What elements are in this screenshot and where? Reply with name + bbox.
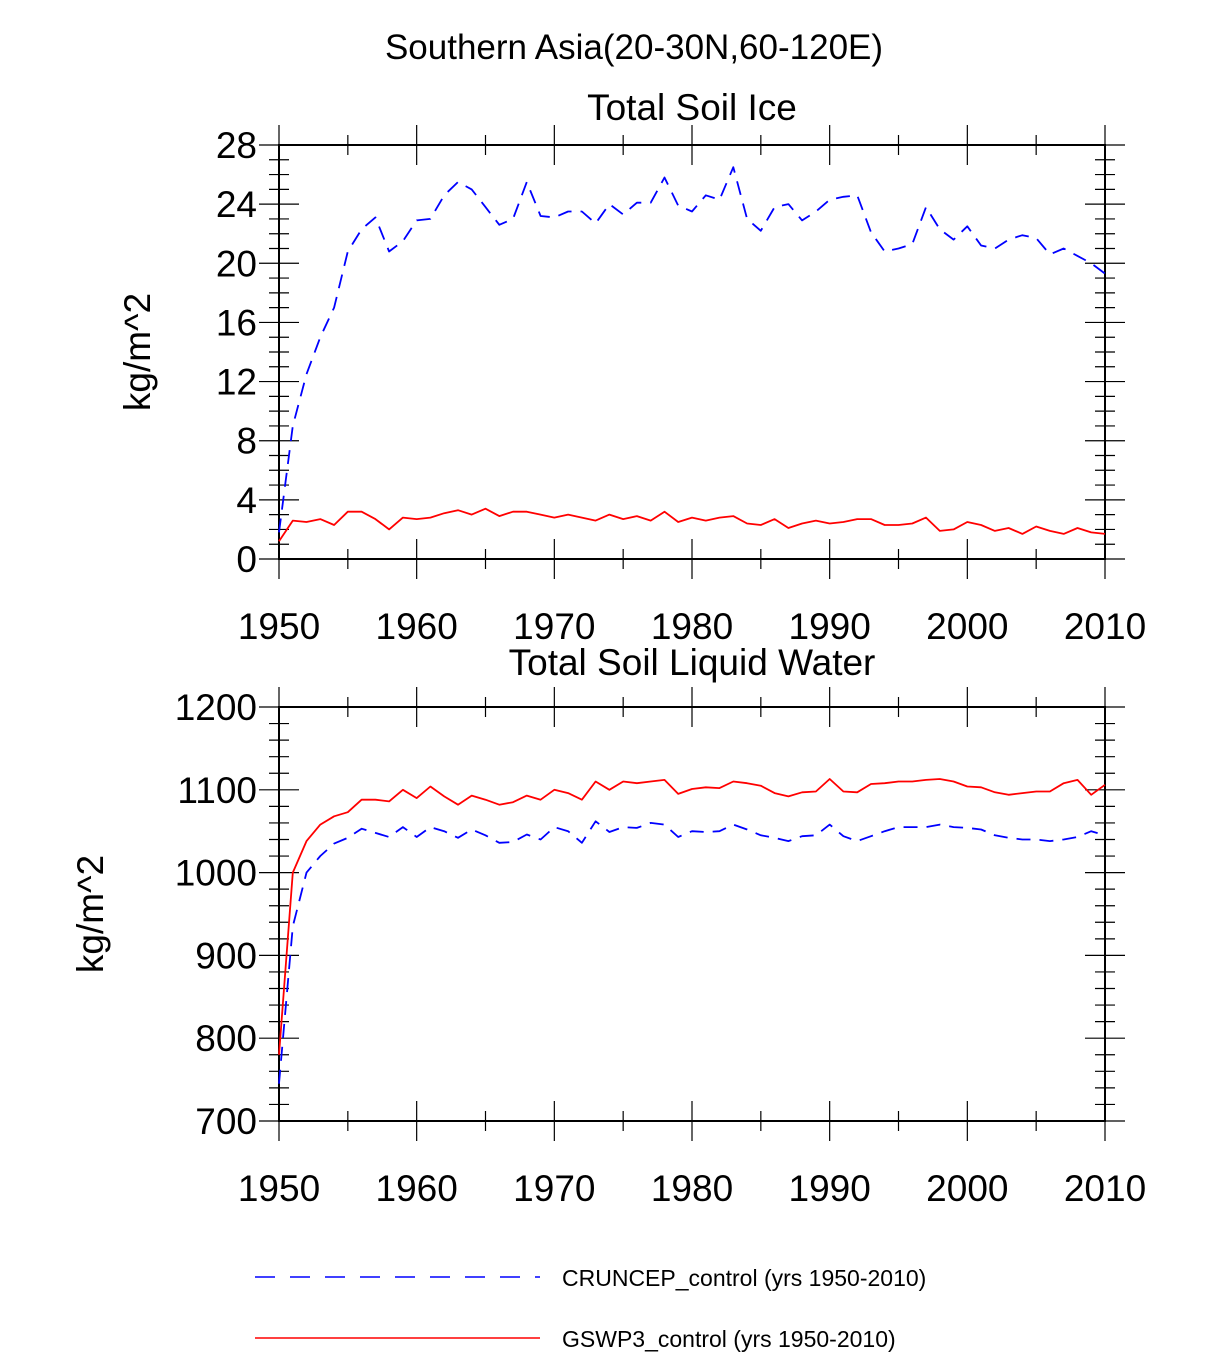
y-tick-label: 24 <box>216 184 257 225</box>
legend-label-gswp3: GSWP3_control (yrs 1950-2010) <box>562 1326 896 1352</box>
y-tick-label: 8 <box>236 421 257 462</box>
y-axis-label: kg/m^2 <box>70 855 111 973</box>
y-tick-label: 800 <box>195 1018 257 1059</box>
y-tick-label: 12 <box>216 362 257 403</box>
y-tick-label: 1100 <box>177 770 257 811</box>
y-tick-label: 0 <box>236 539 257 580</box>
series-line-cruncep <box>278 166 1106 533</box>
x-tick-label: 1980 <box>651 606 733 647</box>
y-tick-label: 900 <box>195 935 257 976</box>
y-tick-label: 1200 <box>175 687 257 728</box>
x-tick-label: 1960 <box>376 1168 458 1209</box>
x-tick-label: 1950 <box>238 606 320 647</box>
x-tick-label: 1980 <box>651 1168 733 1209</box>
plot-title: Total Soil Ice <box>587 87 797 128</box>
plot-frame <box>278 144 1106 560</box>
x-tick-label: 1970 <box>513 1168 595 1209</box>
series-line-gswp3 <box>278 778 1106 1055</box>
y-tick-label: 1000 <box>175 853 257 894</box>
series-line-gswp3 <box>278 507 1106 542</box>
x-tick-label: 1950 <box>238 1168 320 1209</box>
y-tick-label: 700 <box>195 1101 257 1142</box>
plot-title: Total Soil Liquid Water <box>509 642 876 683</box>
plot-total-soil-liquid-water: Total Soil Liquid Water kg/m^2 700 800 900 10… <box>70 642 1146 1209</box>
y-tick-label: 20 <box>216 243 257 284</box>
x-tick-label: 2010 <box>1064 1168 1146 1209</box>
plot-frame <box>278 706 1106 1122</box>
legend-label-cruncep: CRUNCEP_control (yrs 1950-2010) <box>562 1265 926 1291</box>
y-tick-label: 4 <box>236 480 257 521</box>
x-tick-label: 1990 <box>789 606 871 647</box>
y-tick-label: 28 <box>216 125 257 166</box>
series-line-cruncep <box>278 820 1106 1084</box>
plot-total-soil-ice: Total Soil Ice kg/m^2 0 4 8 12 16 20 24 28 1950 196… <box>117 87 1146 647</box>
x-tick-label: 1990 <box>789 1168 871 1209</box>
x-tick-label: 2010 <box>1064 606 1146 647</box>
x-tick-label: 1970 <box>513 606 595 647</box>
x-tick-label: 2000 <box>926 606 1008 647</box>
figure-title: Southern Asia(20-30N,60-120E) <box>385 28 883 67</box>
y-axis-label: kg/m^2 <box>117 293 158 411</box>
legend: CRUNCEP_control (yrs 1950-2010) GSWP3_co… <box>255 1265 926 1352</box>
y-tick-label: 16 <box>216 302 257 343</box>
x-tick-label: 1960 <box>376 606 458 647</box>
x-tick-label: 2000 <box>926 1168 1008 1209</box>
